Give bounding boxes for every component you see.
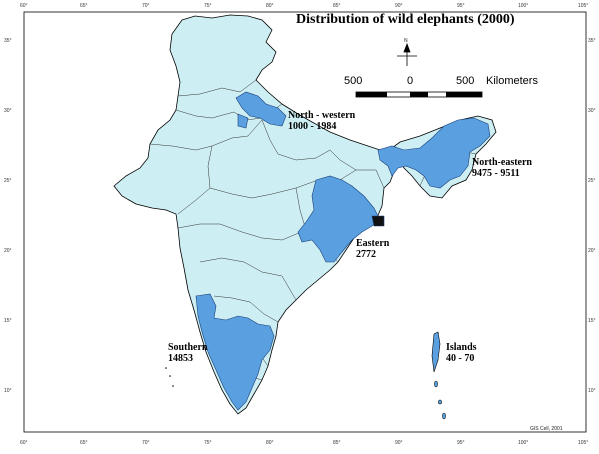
- lon-tick-bottom: 105°: [578, 440, 589, 446]
- region-name: North - western: [288, 110, 356, 121]
- lon-tick-bottom: 100°: [518, 440, 529, 446]
- lon-tick-bottom: 60°: [20, 440, 28, 446]
- lon-tick-top: 65°: [80, 3, 88, 9]
- range-southern: [195, 293, 275, 411]
- region-count: 14853: [168, 353, 193, 364]
- lon-tick-top: 70°: [142, 3, 150, 9]
- lon-tick-top: 95°: [457, 3, 465, 9]
- range-eastern: [297, 175, 385, 263]
- label-southern: Southern 14853: [168, 342, 207, 364]
- lat-tick-left: 10°: [4, 388, 12, 394]
- islands-andaman-nicobar: [431, 331, 446, 420]
- region-count: 2772: [356, 249, 376, 260]
- north-arrow-label: N: [404, 38, 408, 44]
- lat-tick-left: 30°: [4, 108, 12, 114]
- region-count: 40 - 70: [446, 353, 475, 364]
- lon-tick-top: 60°: [20, 3, 28, 9]
- map-credit: GIS Cell, 2001: [530, 426, 563, 432]
- lat-tick-right: 30°: [588, 108, 596, 114]
- lat-tick-right: 15°: [588, 318, 596, 324]
- lon-tick-top: 75°: [204, 3, 212, 9]
- lakshadweep-islands: [165, 367, 174, 387]
- scale-label-mid: 0: [407, 75, 414, 87]
- lat-tick-right: 10°: [588, 388, 596, 394]
- lon-tick-top: 80°: [266, 3, 274, 9]
- lat-tick-left: 20°: [4, 248, 12, 254]
- lon-tick-bottom: 95°: [457, 440, 465, 446]
- lat-tick-left: 15°: [4, 318, 12, 324]
- lat-tick-right: 25°: [588, 178, 596, 184]
- region-name: Southern: [168, 342, 208, 353]
- lat-tick-right: 20°: [588, 248, 596, 254]
- label-north-western: North - western 1000 - 1984: [288, 110, 355, 132]
- lon-tick-top: 105°: [578, 3, 589, 9]
- lon-tick-bottom: 70°: [142, 440, 150, 446]
- region-name: Islands: [446, 342, 477, 353]
- lat-tick-left: 35°: [4, 38, 12, 44]
- map-neatline: [23, 11, 587, 433]
- range-north-eastern: [377, 117, 491, 189]
- lon-tick-bottom: 85°: [333, 440, 341, 446]
- lon-tick-top: 90°: [395, 3, 403, 9]
- lat-tick-right: 35°: [588, 38, 596, 44]
- scale-label-right: 500: [456, 75, 475, 87]
- lat-tick-left: 25°: [4, 178, 12, 184]
- range-north-western: [235, 91, 287, 129]
- scale-unit: Kilometers: [486, 75, 538, 87]
- lon-tick-top: 85°: [333, 3, 341, 9]
- label-eastern: Eastern 2772: [356, 238, 389, 260]
- region-name: North-eastern: [472, 157, 532, 168]
- region-count: 1000 - 1984: [288, 121, 337, 132]
- lon-tick-bottom: 65°: [80, 440, 88, 446]
- lon-tick-bottom: 75°: [204, 440, 212, 446]
- scale-label-left: 500: [344, 75, 363, 87]
- label-islands: Islands 40 - 70: [446, 342, 477, 364]
- lon-tick-top: 100°: [518, 3, 529, 9]
- label-north-eastern: North-eastern 9475 - 9511: [472, 157, 532, 179]
- lon-tick-bottom: 90°: [395, 440, 403, 446]
- region-count: 9475 - 9511: [472, 168, 520, 179]
- region-name: Eastern: [356, 238, 390, 249]
- lon-tick-bottom: 80°: [266, 440, 274, 446]
- north-arrow: [397, 42, 417, 66]
- scale-bar: [355, 91, 483, 98]
- map-title: Distribution of wild elephants (2000): [296, 12, 515, 27]
